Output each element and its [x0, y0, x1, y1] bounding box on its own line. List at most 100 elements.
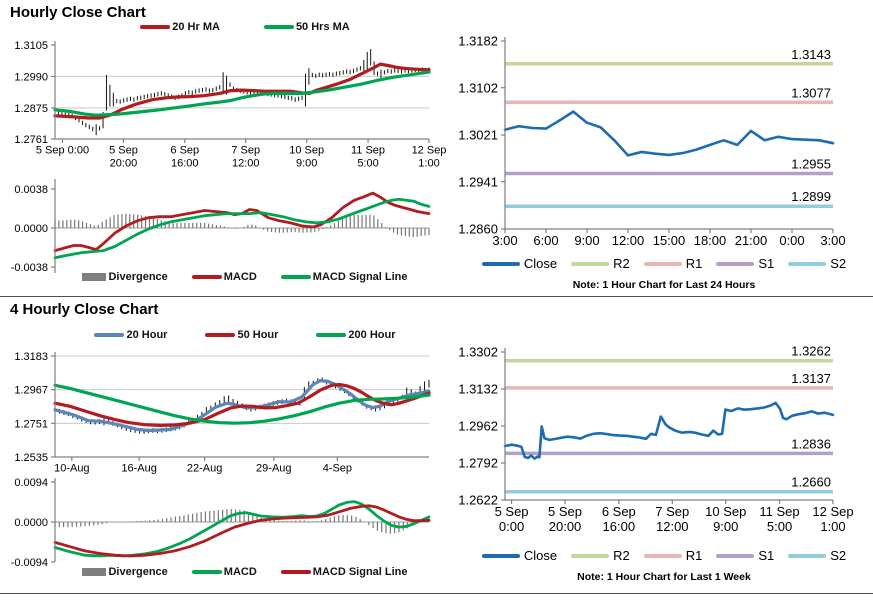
svg-text:1.2962: 1.2962 [458, 419, 498, 434]
legend-label: Close [523, 256, 558, 271]
legend-item-50-hrs-ma: 50 Hrs MA [263, 21, 350, 33]
svg-text:1.3105: 1.3105 [14, 40, 48, 52]
legend-label: Close [523, 548, 558, 563]
line-swatch-icon [481, 553, 520, 558]
svg-text:1.2860: 1.2860 [458, 222, 498, 237]
four-hourly-pivot-chart: 1.3262 1.3137 1.2836 1.2660 1.3302 1.3132 1.29… [458, 344, 853, 534]
svg-text:1.2899: 1.2899 [791, 189, 831, 204]
legend-hourly-ma: 20 Hr MA 50 Hrs MA [60, 21, 430, 33]
four-hourly-close-chart: 1.3183 1.2967 1.2751 1.2535 10-Aug 16-Aug 22-A… [14, 351, 431, 474]
svg-text:1.2535: 1.2535 [14, 452, 48, 464]
svg-text:15:00: 15:00 [653, 233, 686, 248]
legend-item-200-hour: 200 Hour [316, 329, 396, 341]
line-swatch-icon [788, 261, 827, 266]
svg-text:1.3137: 1.3137 [791, 371, 831, 386]
svg-text:0:00: 0:00 [779, 233, 804, 248]
svg-text:1.3132: 1.3132 [458, 382, 498, 397]
svg-text:1.2622: 1.2622 [458, 493, 498, 508]
legend-hourly-macd: Divergence MACD MACD Signal Line [60, 271, 430, 283]
svg-text:0.0094: 0.0094 [14, 477, 48, 489]
legend-label: R1 [685, 256, 703, 271]
line-swatch-icon [280, 569, 311, 575]
legend-label: S1 [758, 256, 775, 271]
legend-label: 20 Hr MA [172, 21, 220, 33]
legend-item-r1: R1 [643, 548, 702, 563]
svg-text:1.3077: 1.3077 [791, 85, 831, 100]
svg-text:1.3143: 1.3143 [791, 47, 831, 62]
svg-text:-0.0038: -0.0038 [11, 262, 48, 274]
legend-label: MACD Signal Line [312, 566, 408, 578]
legend-item-macd-signal-line: MACD Signal Line [280, 271, 408, 283]
legend-item-divergence: Divergence [82, 566, 168, 578]
line-swatch-icon [280, 274, 311, 280]
legend-item-50-hour: 50 Hour [205, 329, 278, 341]
legend-four-hourly-pivot: Close R2 R1 S1 S2 [458, 548, 870, 563]
svg-text:1.2955: 1.2955 [791, 157, 831, 172]
legend-item-close: Close [481, 256, 558, 271]
legend-item-s1: S1 [716, 256, 774, 271]
bottom-divider [0, 593, 873, 594]
svg-text:1.2751: 1.2751 [14, 418, 48, 430]
line-swatch-icon [571, 261, 610, 266]
legend-four-hourly-macd: Divergence MACD MACD Signal Line [60, 566, 430, 578]
svg-text:1.2761: 1.2761 [14, 134, 48, 146]
svg-text:1.3182: 1.3182 [458, 34, 498, 49]
line-swatch-icon [716, 261, 755, 266]
svg-text:1.2875: 1.2875 [14, 103, 48, 115]
legend-label: S2 [830, 548, 847, 563]
note-hourly: Note: 1 Hour Chart for Last 24 Hours [572, 279, 756, 291]
legend-label: Divergence [108, 566, 168, 578]
svg-text:21:00: 21:00 [735, 233, 768, 248]
legend-item-divergence: Divergence [82, 271, 168, 283]
line-swatch-icon [94, 332, 125, 338]
legend-hourly-pivot: Close R2 R1 S1 S2 [458, 256, 870, 271]
svg-text:12:00: 12:00 [612, 233, 645, 248]
section-divider [0, 296, 873, 297]
line-swatch-icon [316, 332, 347, 338]
svg-text:6:00: 6:00 [533, 233, 558, 248]
legend-item-20-hr-ma: 20 Hr MA [140, 21, 220, 33]
legend-item-r2: R2 [571, 548, 630, 563]
legend-label: MACD Signal Line [312, 271, 408, 283]
legend-label: 20 Hour [126, 329, 168, 341]
svg-text:1.2660: 1.2660 [791, 475, 831, 490]
legend-item-macd: MACD [191, 566, 257, 578]
line-swatch-icon [643, 261, 682, 266]
svg-text:0.0000: 0.0000 [14, 223, 48, 235]
svg-text:1.2941: 1.2941 [458, 174, 498, 189]
line-swatch-icon [643, 553, 682, 558]
legend-label: 50 Hrs MA [295, 21, 350, 33]
svg-text:1.3302: 1.3302 [458, 345, 498, 360]
legend-item-close: Close [481, 548, 558, 563]
svg-text:1.2990: 1.2990 [14, 71, 48, 83]
legend-item-r1: R1 [643, 256, 703, 271]
svg-text:10-Aug: 10-Aug [54, 462, 89, 474]
hourly-pivot-chart: 1.3143 1.3077 1.2955 1.2899 1.3182 1.3102 1.30… [458, 34, 845, 248]
legend-label: 50 Hour [237, 329, 279, 341]
svg-text:29-Aug: 29-Aug [256, 462, 291, 474]
line-swatch-icon [263, 24, 294, 30]
legend-item-20-hour: 20 Hour [94, 329, 167, 341]
svg-text:3:00: 3:00 [820, 233, 845, 248]
line-swatch-icon [191, 569, 222, 575]
legend-item-r2: R2 [571, 256, 630, 271]
legend-item-macd: MACD [191, 271, 257, 283]
svg-text:9:00: 9:00 [574, 233, 599, 248]
svg-text:1.2792: 1.2792 [458, 456, 498, 471]
svg-text:22-Aug: 22-Aug [187, 462, 222, 474]
legend-item-s2: S2 [788, 256, 846, 271]
legend-item-s2: S2 [788, 548, 846, 563]
svg-text:1.2967: 1.2967 [14, 385, 48, 397]
svg-text:18:00: 18:00 [694, 233, 727, 248]
legend-label: Divergence [108, 271, 168, 283]
line-swatch-icon [716, 553, 755, 558]
